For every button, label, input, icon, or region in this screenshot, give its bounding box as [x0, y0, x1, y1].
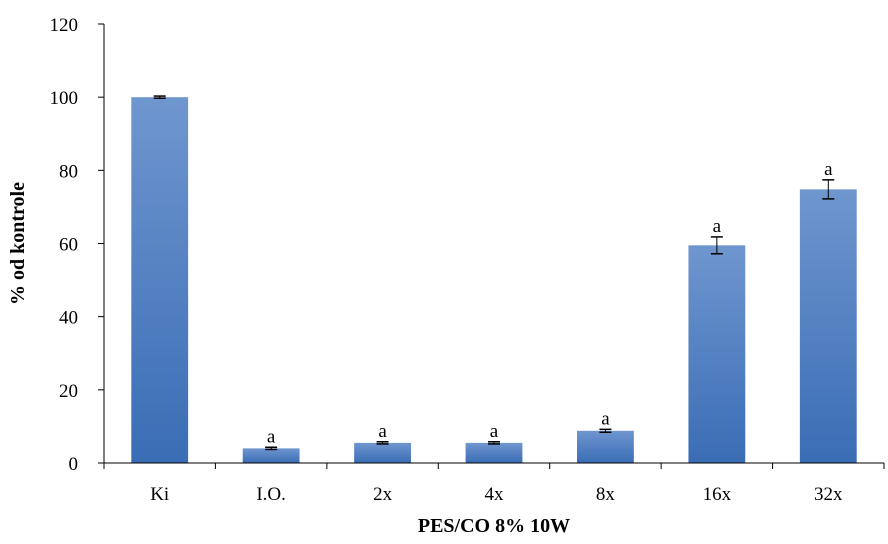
error-bar-32x: [822, 179, 835, 200]
bar-32x: [799, 189, 857, 463]
x-tick-label: 8x: [596, 484, 616, 505]
y-tick-label: 40: [59, 308, 78, 329]
significance-label-2x: a: [378, 421, 387, 442]
error-bar-4x: [488, 441, 500, 445]
y-tick-label: 60: [59, 235, 78, 256]
x-axis-title: PES/CO 8% 10W: [418, 515, 570, 537]
significance-label-8x: a: [601, 408, 610, 429]
x-tick-label: 32x: [814, 484, 843, 505]
significance-label-16x: a: [713, 216, 722, 237]
bar-16x: [688, 245, 746, 463]
x-tick-label: I.O.: [256, 484, 286, 505]
bar-8x: [577, 430, 634, 463]
y-tick-label: 0: [69, 454, 79, 475]
error-bar-16x: [710, 236, 723, 255]
bar-Ki: [131, 97, 189, 464]
x-axis-ticks: Ki I.O. 2x 4x 8x 16x 32x: [103, 463, 885, 505]
error-bar-8x: [599, 428, 612, 434]
bar-4x: [465, 442, 523, 463]
bars: [131, 97, 857, 464]
y-tick-label: 120: [50, 15, 79, 36]
significance-label-32x: a: [824, 159, 833, 180]
x-tick-label: 4x: [485, 484, 505, 505]
y-tick-label: 80: [59, 161, 78, 182]
x-tick-label: Ki: [150, 484, 169, 505]
error-bar-Ki: [153, 95, 166, 100]
y-axis-ticks: 0 20 40 60 80 100 120: [50, 15, 104, 475]
x-tick-label: 2x: [373, 484, 393, 505]
significance-labels: a a a a a a: [267, 159, 833, 447]
y-tick-label: 20: [59, 381, 78, 402]
x-tick-label: 16x: [703, 484, 732, 505]
significance-label-4x: a: [490, 421, 499, 442]
bar-2x: [354, 442, 411, 463]
error-bars: [153, 95, 835, 451]
error-bar-I.O.: [265, 446, 278, 451]
significance-label-I.O.: a: [267, 426, 276, 447]
error-bar-2x: [376, 441, 389, 445]
y-axis-title: % od kontrole: [7, 182, 29, 305]
y-tick-label: 100: [50, 88, 79, 109]
bar-I.O.: [242, 448, 300, 463]
